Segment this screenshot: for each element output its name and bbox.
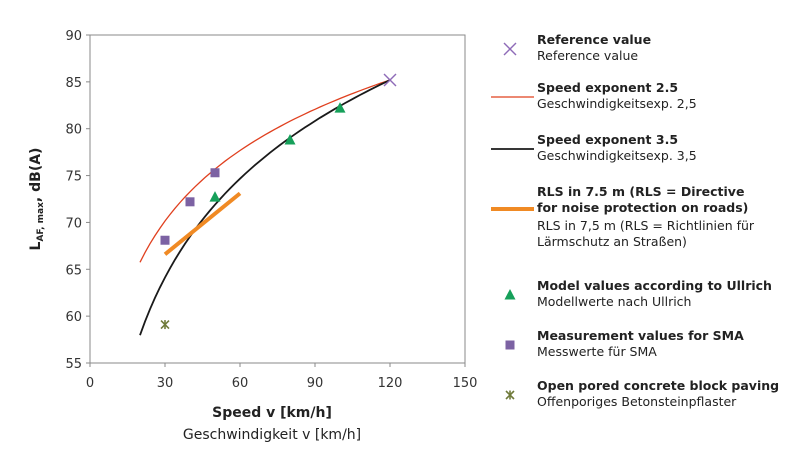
x-tick-label: 120 — [378, 376, 403, 391]
legend-label-de: Reference value — [537, 47, 639, 63]
y-axis-title-sub: AF, max — [36, 202, 46, 242]
legend-text: Speed exponent 3.5 Geschwindigkeitsexp. 3… — [537, 132, 799, 163]
legend-label-de: Geschwindigkeitsexp. 3,5 — [537, 147, 697, 163]
series-sma-point — [160, 235, 170, 245]
legend-text: Open pored concrete block paving Offenpor… — [537, 378, 799, 409]
x-tick-label: 0 — [86, 376, 94, 391]
legend-marker — [503, 42, 517, 56]
legend-symbol-svg — [491, 207, 534, 211]
legend-label-en: Reference value — [537, 32, 652, 47]
y-tick-label: 65 — [65, 263, 82, 278]
y-tick-label: 60 — [65, 310, 82, 325]
legend-label-en: Speed exponent 2.5 — [537, 80, 679, 95]
series-group — [139, 73, 397, 336]
y-tick-label: 55 — [65, 357, 82, 372]
legend-symbol-svg — [505, 390, 515, 400]
series-ullrich-point — [209, 191, 221, 202]
legend-label-en: RLS in 7.5 m (RLS = Directive for noise … — [537, 184, 749, 215]
legend-label-de: Modellwerte nach Ullrich — [537, 293, 692, 309]
legend-text: Model values according to Ullrich Modellw… — [537, 278, 799, 309]
series-paving-point — [160, 320, 170, 330]
x-marker-stroke — [383, 73, 397, 87]
y-axis-title-suffix: , dB(A) — [28, 148, 44, 203]
x-ticks: 0 30 60 90 120 150 — [86, 363, 478, 391]
series-ullrich-point — [334, 102, 346, 113]
series-sma-point — [210, 168, 220, 178]
x-tick-label: 60 — [232, 376, 249, 391]
legend-text: Measurement values for SMA Messwerte für … — [537, 328, 799, 359]
legend-marker — [504, 289, 516, 300]
legend-symbol-svg — [504, 289, 516, 300]
y-tick-label: 85 — [65, 76, 82, 91]
x-marker-stroke — [503, 42, 517, 56]
legend-symbol-svg — [503, 42, 517, 56]
y-ticks: 55 60 65 70 75 80 85 90 — [65, 29, 90, 372]
legend-symbol — [488, 32, 536, 56]
series-exp35-line — [139, 79, 391, 336]
legend-label-en: Speed exponent 3.5 — [537, 132, 679, 147]
x-tick-label: 150 — [453, 376, 478, 391]
y-tick-label: 80 — [65, 123, 82, 138]
y-tick-label: 70 — [65, 216, 82, 231]
x-tick-label: 30 — [157, 376, 174, 391]
legend-symbol-svg — [505, 340, 515, 350]
legend-symbol — [488, 278, 536, 302]
series-ullrich-point — [284, 133, 296, 145]
legend-text: RLS in 7.5 m (RLS = Directive for noise … — [537, 184, 799, 249]
legend-label-en: Open pored concrete block paving — [537, 378, 780, 393]
legend-label-de: Offenporiges Betonsteinpflaster — [537, 393, 737, 409]
y-tick-label: 75 — [65, 170, 82, 185]
series-sma-point — [185, 197, 195, 207]
y-axis-title: LAF, max, dB(A) — [28, 148, 46, 251]
legend-symbol — [488, 184, 536, 224]
x-axis-title-de: Geschwindigkeit v [km/h] — [183, 427, 361, 443]
series-exp25-line — [139, 79, 391, 263]
legend-symbol — [488, 328, 536, 352]
legend-symbol — [488, 378, 536, 402]
x-axis-title: Speed v [km/h] — [212, 405, 332, 421]
legend-symbol-svg — [491, 148, 534, 150]
legend-symbol — [488, 80, 536, 104]
legend-label-de: RLS in 7,5 m (RLS = Richtlinien für Lärm… — [537, 218, 755, 249]
legend-label-de: Messwerte für SMA — [537, 343, 657, 359]
legend-marker — [505, 390, 515, 400]
legend-text: Speed exponent 2.5 Geschwindigkeitsexp. 2… — [537, 80, 799, 111]
legend-label-en: Model values according to Ullrich — [537, 278, 772, 293]
y-tick-label: 90 — [65, 29, 82, 44]
legend-label-en: Measurement values for SMA — [537, 328, 744, 343]
plot-area — [89, 34, 466, 364]
legend-symbol — [488, 132, 536, 156]
legend-label-de: Geschwindigkeitsexp. 2,5 — [537, 95, 697, 111]
y-axis-title-main: L — [28, 241, 44, 250]
series-rls-line — [163, 191, 242, 256]
legend-marker — [505, 340, 515, 350]
legend-text: Reference value Reference value — [537, 32, 799, 63]
legend-symbol-svg — [491, 96, 534, 98]
series-reference-point — [383, 73, 397, 87]
x-tick-label: 90 — [307, 376, 324, 391]
